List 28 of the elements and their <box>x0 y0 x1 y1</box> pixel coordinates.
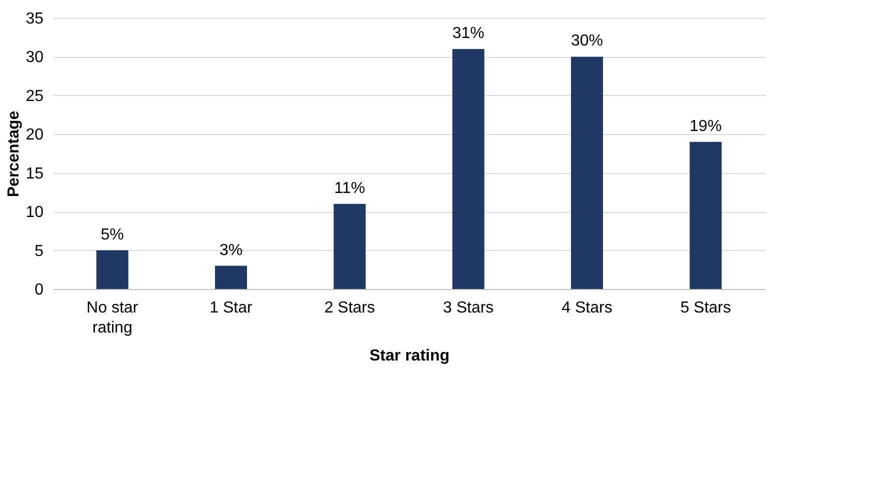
bar <box>96 250 128 289</box>
data-label: 19% <box>690 118 722 135</box>
data-label: 30% <box>570 32 604 50</box>
y-tick-label: 20 <box>26 126 44 144</box>
bar <box>215 266 247 289</box>
x-tick-label: 2 Stars <box>324 300 376 316</box>
data-label: 3% <box>219 242 243 259</box>
y-tick-label: 30 <box>26 49 44 66</box>
x-tick-label: 1 Star <box>210 300 254 316</box>
data-label: 11% <box>334 180 366 197</box>
y-tick-label: 0 <box>34 282 44 298</box>
data-label: 5% <box>100 226 124 244</box>
y-axis-title: Percentage <box>6 110 23 198</box>
bar <box>334 204 366 289</box>
x-tick-label: 5 Stars <box>680 300 732 316</box>
bar <box>690 142 722 289</box>
data-label: 31% <box>452 24 484 42</box>
x-axis-title: Star rating <box>369 348 450 364</box>
y-tick-label: 25 <box>26 88 44 105</box>
x-tick-label: No star rating <box>86 300 139 336</box>
x-tick-label: 4 Stars <box>562 300 612 316</box>
bar <box>452 48 484 289</box>
y-tick-label: 15 <box>26 165 44 182</box>
y-tick-label: 10 <box>26 204 44 222</box>
x-tick-label: 3 Stars <box>442 300 494 316</box>
bar <box>571 56 603 289</box>
y-tick-label: 35 <box>26 10 44 28</box>
y-tick-label: 5 <box>34 242 44 260</box>
